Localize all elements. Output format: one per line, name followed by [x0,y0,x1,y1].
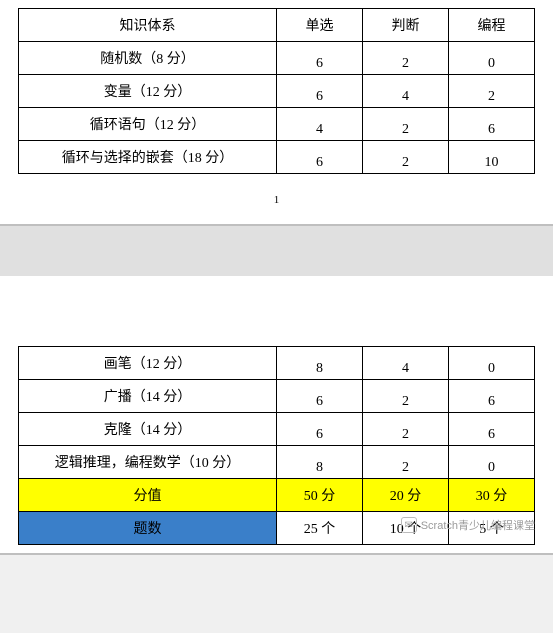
cell-label: 题数 [19,512,277,545]
cell-val: 8 [277,446,363,479]
cell-val: 2 [363,446,449,479]
cell-val: 10 个 [363,512,449,545]
col-code: 编程 [449,9,535,42]
cell-val: 2 [363,141,449,174]
table-row: 循环语句（12 分） 4 2 6 [19,108,535,141]
table-row: 画笔（12 分） 8 4 0 [19,347,535,380]
table-row: 随机数（8 分） 6 2 0 [19,42,535,75]
cell-val: 30 分 [449,479,535,512]
cell-val: 5 个 [449,512,535,545]
table-row: 变量（12 分） 6 4 2 [19,75,535,108]
cell-topic: 随机数（8 分） [19,42,277,75]
cell-val: 2 [363,108,449,141]
cell-val: 8 [277,347,363,380]
cell-val: 4 [277,108,363,141]
col-single: 单选 [277,9,363,42]
col-topic: 知识体系 [19,9,277,42]
cell-topic: 克隆（14 分） [19,413,277,446]
cell-val: 6 [449,380,535,413]
table-row: 广播（14 分） 6 2 6 [19,380,535,413]
page-gap [0,226,553,276]
col-judge: 判断 [363,9,449,42]
table-1-header-row: 知识体系 单选 判断 编程 [19,9,535,42]
cell-val: 6 [277,75,363,108]
table-1: 知识体系 单选 判断 编程 随机数（8 分） 6 2 0 变量（12 分） 6 … [18,8,535,174]
page-number: 1 [18,174,535,216]
page-2: 画笔（12 分） 8 4 0 广播（14 分） 6 2 6 克隆（14 分） 6… [0,276,553,555]
cell-val: 0 [449,446,535,479]
cell-val: 50 分 [277,479,363,512]
cell-val: 6 [277,141,363,174]
cell-val: 6 [277,380,363,413]
cell-val: 0 [449,42,535,75]
cell-val: 4 [363,347,449,380]
cell-val: 2 [363,413,449,446]
table-row: 循环与选择的嵌套（18 分） 6 2 10 [19,141,535,174]
cell-val: 2 [363,380,449,413]
cell-val: 4 [363,75,449,108]
cell-topic: 广播（14 分） [19,380,277,413]
cell-val: 20 分 [363,479,449,512]
table-row: 逻辑推理，编程数学（10 分） 8 2 0 [19,446,535,479]
cell-val: 6 [449,413,535,446]
cell-topic: 循环与选择的嵌套（18 分） [19,141,277,174]
summary-row-score: 分值 50 分 20 分 30 分 [19,479,535,512]
cell-topic: 变量（12 分） [19,75,277,108]
cell-val: 2 [363,42,449,75]
cell-val: 6 [449,108,535,141]
table-row: 克隆（14 分） 6 2 6 [19,413,535,446]
cell-topic: 循环语句（12 分） [19,108,277,141]
cell-topic: 画笔（12 分） [19,347,277,380]
cell-val: 10 [449,141,535,174]
cell-val: 2 [449,75,535,108]
cell-val: 25 个 [277,512,363,545]
cell-val: 0 [449,347,535,380]
cell-val: 6 [277,413,363,446]
summary-row-count: 题数 25 个 10 个 5 个 [19,512,535,545]
cell-topic: 逻辑推理，编程数学（10 分） [19,446,277,479]
cell-val: 6 [277,42,363,75]
table-2: 画笔（12 分） 8 4 0 广播（14 分） 6 2 6 克隆（14 分） 6… [18,346,535,545]
cell-label: 分值 [19,479,277,512]
page-1: 知识体系 单选 判断 编程 随机数（8 分） 6 2 0 变量（12 分） 6 … [0,0,553,226]
